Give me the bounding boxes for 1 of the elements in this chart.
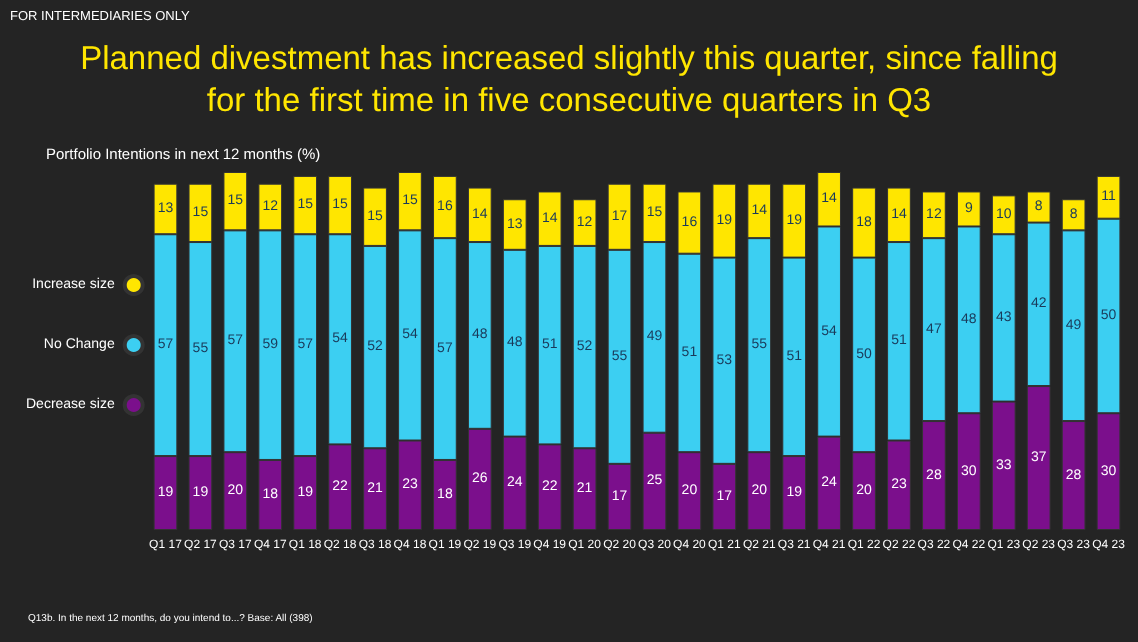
chart-title: Planned divestment has increased slightly this quarter, since falling for the first time in five consecutive quarters in Q3 bbox=[80, 41, 1058, 119]
